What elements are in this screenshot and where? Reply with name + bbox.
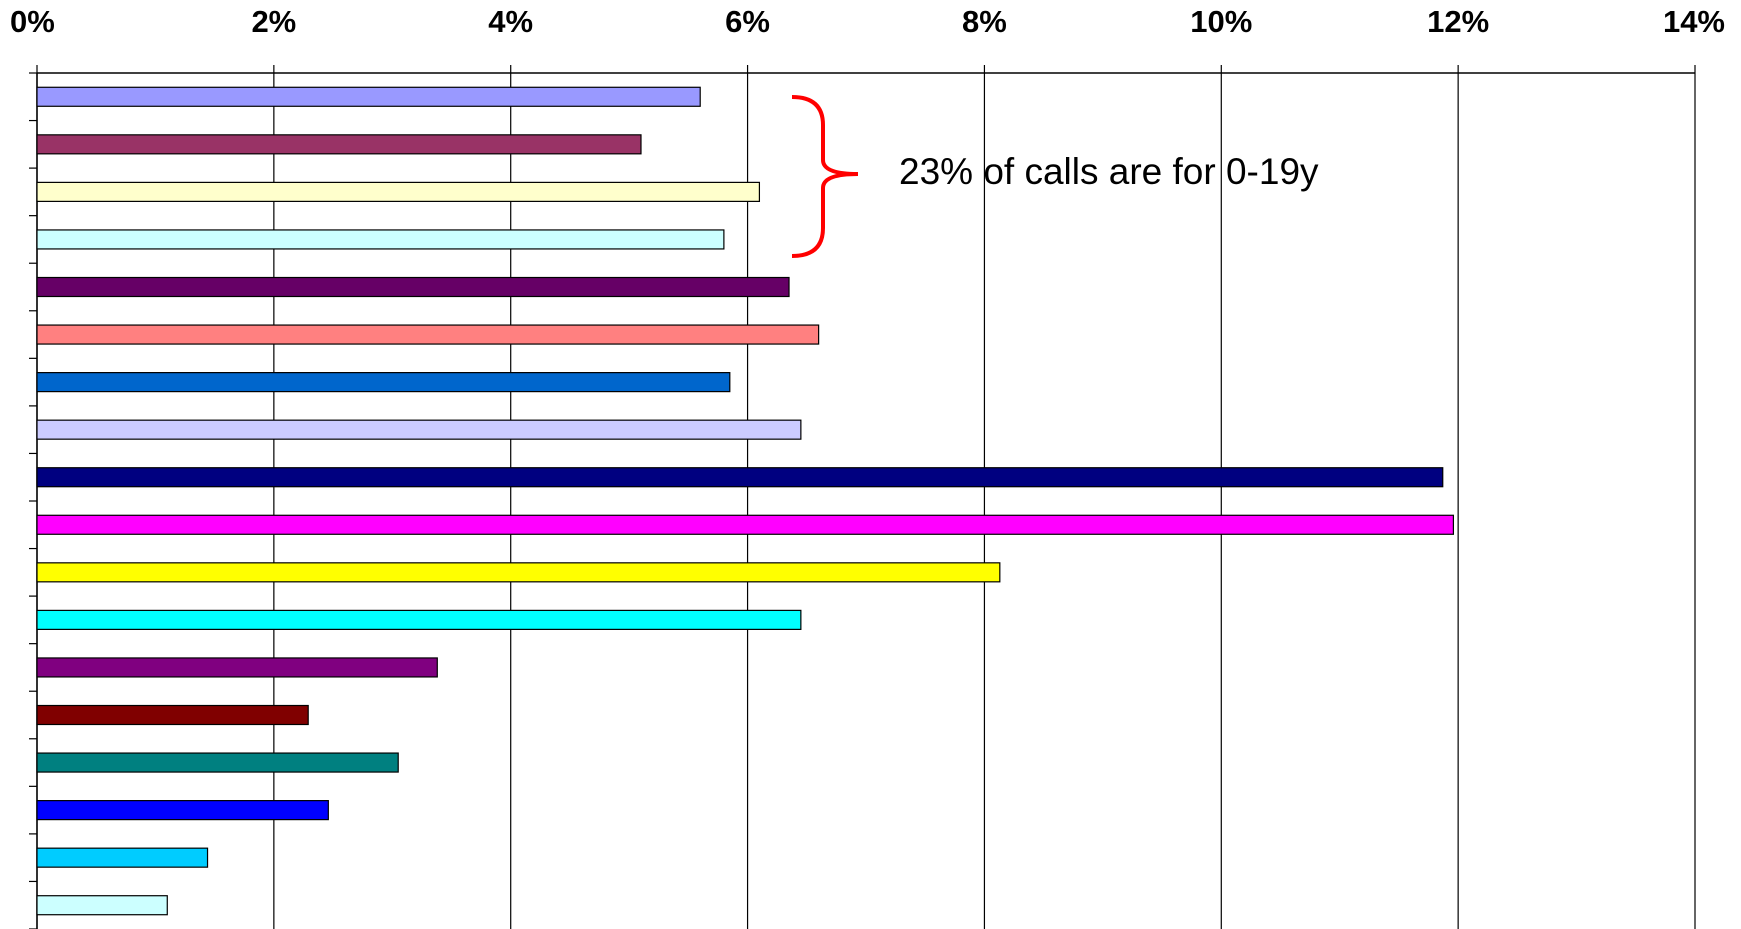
x-tick-label: 12% <box>1427 4 1489 39</box>
x-tick-label: 6% <box>725 4 770 39</box>
x-tick-label: 2% <box>251 4 296 39</box>
bar <box>36 847 209 868</box>
bar <box>36 895 168 916</box>
bar <box>36 704 309 726</box>
annotation: 23% of calls are for 0-19y <box>899 151 1319 192</box>
bar <box>36 229 725 250</box>
x-tick-label: 0% <box>10 4 55 39</box>
bar <box>36 86 701 107</box>
bar <box>36 562 1001 583</box>
bar <box>36 181 761 202</box>
bar <box>36 324 820 345</box>
x-tick-label: 4% <box>488 4 533 39</box>
bar <box>36 800 329 821</box>
bar <box>36 372 731 393</box>
bar <box>36 657 438 678</box>
bracket <box>791 95 859 258</box>
bar <box>36 419 802 440</box>
bar <box>36 134 642 155</box>
bar <box>36 514 1455 535</box>
x-tick-label: 14% <box>1663 4 1725 39</box>
x-tick-label: 10% <box>1190 4 1252 39</box>
bar <box>36 467 1444 488</box>
x-tick-label: 8% <box>962 4 1007 39</box>
bar <box>36 752 399 773</box>
bar <box>36 609 802 630</box>
bar <box>36 276 790 298</box>
